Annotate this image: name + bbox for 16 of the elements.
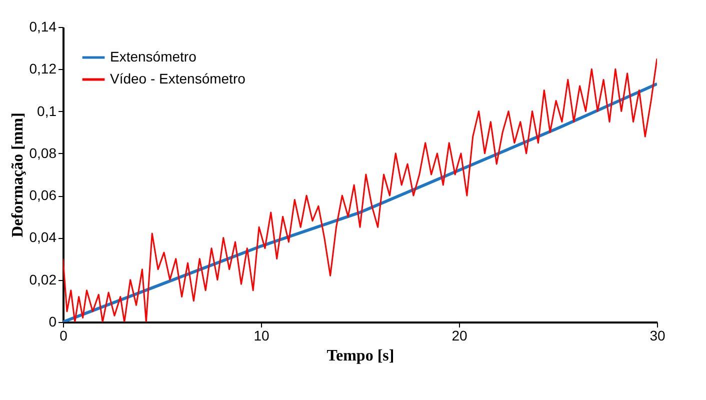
y-axis-title: Deformação [mm] bbox=[9, 112, 26, 238]
y-tick-label: 0,08 bbox=[29, 144, 57, 161]
legend-label: Extensómetro bbox=[110, 48, 197, 64]
y-tick-label: 0,04 bbox=[29, 229, 57, 246]
y-tick-label: 0 bbox=[48, 314, 57, 330]
y-tick-label: 0,12 bbox=[29, 60, 57, 77]
y-tick-label: 0,06 bbox=[29, 187, 57, 204]
y-tick-label: 0,02 bbox=[29, 271, 57, 288]
legend-label: Vídeo - Extensómetro bbox=[110, 70, 246, 86]
x-axis-title: Tempo [s] bbox=[326, 348, 394, 364]
x-tick-label: 30 bbox=[650, 328, 666, 344]
y-tick-label: 0,14 bbox=[29, 18, 57, 34]
x-tick-label: 20 bbox=[452, 328, 468, 344]
y-tick-label: 0,1 bbox=[37, 102, 57, 119]
x-tick-label: 0 bbox=[60, 328, 68, 344]
x-tick-label: 10 bbox=[254, 328, 270, 344]
